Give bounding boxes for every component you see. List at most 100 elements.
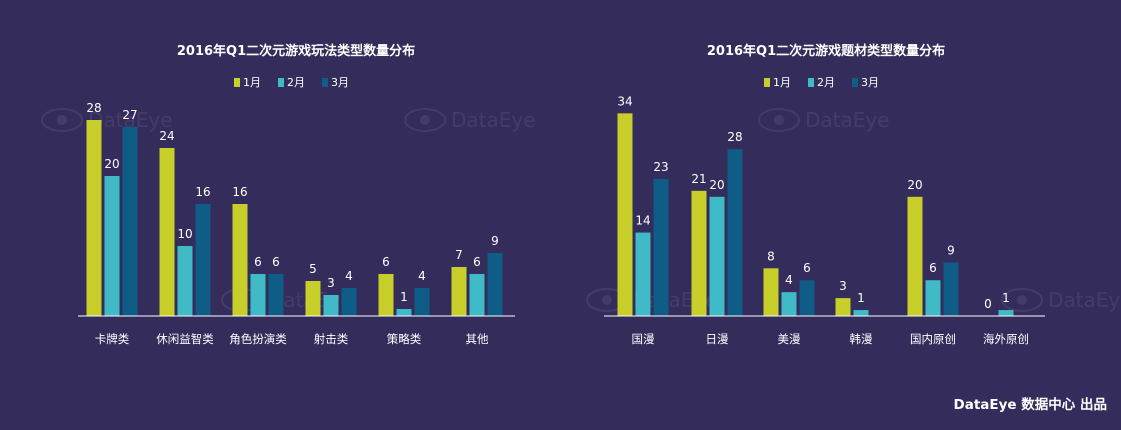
bar	[853, 310, 869, 316]
watermark: DataEye	[41, 108, 173, 132]
bar	[998, 310, 1014, 316]
watermark-pupil-icon	[57, 115, 67, 125]
bar	[763, 268, 779, 316]
legend-label: 1月	[773, 76, 791, 89]
bar	[177, 246, 193, 316]
category-label: 角色扮演类	[229, 332, 287, 346]
watermark: DataEye	[758, 108, 890, 132]
bar	[396, 309, 412, 316]
data-label: 20	[709, 178, 724, 192]
bar	[104, 176, 120, 316]
data-label: 6	[929, 261, 937, 275]
bar	[341, 288, 357, 316]
bar	[487, 253, 503, 316]
data-label: 27	[122, 108, 137, 122]
data-label: 23	[653, 160, 668, 174]
bar	[268, 274, 284, 316]
watermark-pupil-icon	[602, 295, 612, 305]
category-label: 韩漫	[850, 332, 873, 346]
data-label: 16	[195, 185, 210, 199]
watermark: DataEye	[404, 108, 536, 132]
legend-swatch	[234, 78, 240, 87]
data-label: 3	[327, 276, 335, 290]
data-label: 20	[907, 178, 922, 192]
data-label: 9	[947, 243, 955, 257]
legend-label: 3月	[861, 76, 879, 89]
bar	[635, 232, 651, 316]
watermark-pupil-icon	[1017, 295, 1027, 305]
chart-2: DataEyeDataEyeDataEye2016年Q1二次元游戏题材类型数量分…	[586, 43, 1121, 346]
data-label: 28	[727, 130, 742, 144]
data-label: 4	[345, 269, 353, 283]
bar	[414, 288, 430, 316]
legend-label: 2月	[817, 76, 835, 89]
legend-swatch	[278, 78, 284, 87]
category-label: 海外原创	[983, 332, 1029, 346]
watermark-pupil-icon	[420, 115, 430, 125]
data-label: 16	[232, 185, 247, 199]
bar	[323, 295, 339, 316]
data-label: 10	[177, 227, 192, 241]
bar	[451, 267, 467, 316]
watermark-eye-icon	[41, 108, 83, 132]
category-label: 日漫	[706, 332, 729, 346]
data-label: 6	[473, 255, 481, 269]
bar	[159, 148, 175, 316]
data-label: 4	[418, 269, 426, 283]
bar	[925, 280, 941, 316]
bar	[691, 190, 707, 316]
bar	[378, 274, 394, 316]
watermark-text: DataEye	[805, 108, 890, 132]
legend-swatch	[808, 78, 814, 87]
chart-title: 2016年Q1二次元游戏题材类型数量分布	[707, 43, 945, 59]
data-label: 8	[767, 249, 775, 263]
category-label: 休闲益智类	[156, 332, 214, 346]
data-label: 6	[272, 255, 280, 269]
legend-label: 1月	[243, 76, 261, 89]
data-label: 1	[1002, 291, 1010, 305]
watermark-text: DataEye	[451, 108, 536, 132]
data-label: 1	[857, 291, 865, 305]
category-label: 射击类	[314, 332, 349, 346]
data-label: 6	[803, 261, 811, 275]
chart-1: DataEyeDataEyeDataEye2016年Q1二次元游戏玩法类型数量分…	[41, 43, 536, 346]
data-label: 3	[839, 279, 847, 293]
data-label: 21	[691, 172, 706, 186]
bar	[943, 262, 959, 316]
bar	[122, 127, 138, 316]
data-label: 14	[635, 214, 650, 228]
data-label: 4	[785, 273, 793, 287]
bar	[799, 280, 815, 316]
watermark-eye-icon	[758, 108, 800, 132]
bar	[653, 178, 669, 316]
category-label: 卡牌类	[95, 332, 130, 346]
watermark-pupil-icon	[774, 115, 784, 125]
data-label: 5	[309, 262, 317, 276]
bar	[86, 120, 102, 316]
data-label: 7	[455, 248, 463, 262]
bar	[617, 113, 633, 316]
data-label: 6	[382, 255, 390, 269]
data-label: 28	[86, 101, 101, 115]
legend-swatch	[322, 78, 328, 87]
watermark: DataEye	[1001, 288, 1121, 312]
category-label: 国内原创	[910, 332, 956, 346]
chart-title: 2016年Q1二次元游戏玩法类型数量分布	[177, 43, 415, 59]
bar	[835, 298, 851, 316]
category-label: 策略类	[387, 332, 422, 346]
footer-credit: DataEye 数据中心 出品	[953, 397, 1107, 413]
bar	[469, 274, 485, 316]
category-label: 其他	[466, 332, 489, 346]
bar	[195, 204, 211, 316]
bar	[305, 281, 321, 316]
data-label: 20	[104, 157, 119, 171]
data-label: 0	[984, 297, 992, 311]
watermark-eye-icon	[404, 108, 446, 132]
legend-swatch	[764, 78, 770, 87]
bar	[250, 274, 266, 316]
data-label: 9	[491, 234, 499, 248]
watermark-eye-icon	[1001, 288, 1043, 312]
bar	[709, 196, 725, 316]
legend-label: 3月	[331, 76, 349, 89]
